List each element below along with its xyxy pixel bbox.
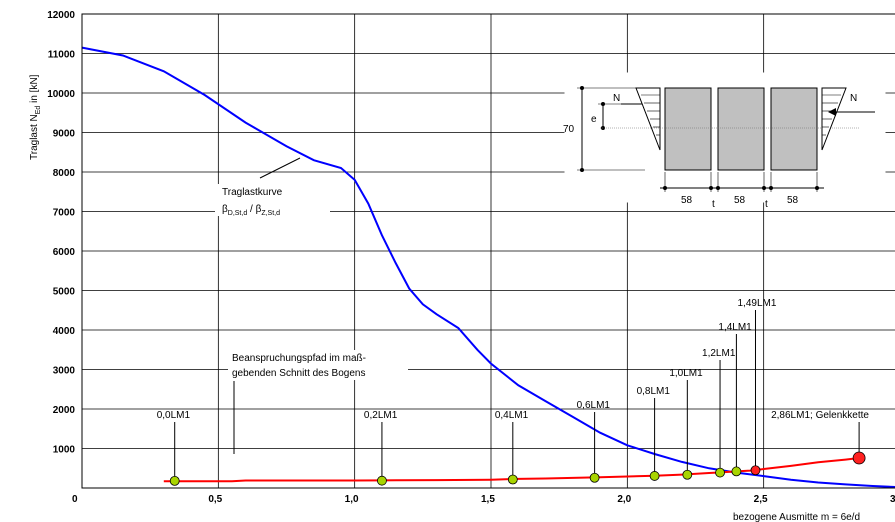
y-tick-label: 1000 [53, 445, 76, 456]
point-label: 0,2LM1 [364, 410, 398, 421]
y-tick-labels: 1000 2000 3000 4000 5000 6000 7000 8000 9000 1000… [47, 10, 75, 456]
point-label: 0,6LM1 [577, 400, 611, 411]
y-axis-title-suffix: in [kN] [29, 74, 40, 105]
y-tick-label: 11000 [48, 50, 76, 61]
beta-1: β [222, 204, 228, 215]
x-tick-label: 1,0 [345, 494, 359, 505]
y-axis-title-main: Traglast N [29, 114, 40, 160]
path-label-line-1: Beanspruchungspfad im maß- [232, 353, 366, 364]
y-tick-label: 2000 [53, 405, 76, 416]
point-label: 0,4LM1 [495, 410, 529, 421]
point-marker [507, 474, 518, 485]
point-label: 1,0LM1 [669, 368, 703, 379]
point-label: 1,2LM1 [702, 348, 736, 359]
x-tick-labels: 0 0,5 1,0 1,5 2,0 2,5 3,0 [72, 494, 895, 505]
curve-label-leader [259, 157, 301, 179]
x-tick-label: 0,5 [208, 494, 222, 505]
point-marker [682, 469, 693, 480]
beta-1-idx: D,St,d [228, 210, 248, 217]
x-tick-label: 1,5 [481, 494, 495, 505]
point-label: 0,8LM1 [637, 386, 671, 397]
inset-width-2: 58 [734, 195, 746, 206]
x-tick-label: 0 [72, 494, 78, 505]
inset-force-left-label: N [613, 93, 620, 104]
point-marker [377, 475, 387, 486]
x-tick-label: 2,0 [617, 494, 631, 505]
inset-block-3 [770, 87, 818, 171]
beta-2-idx: Z,St,d [261, 210, 280, 217]
point-marker [169, 475, 180, 486]
grid [82, 13, 895, 488]
curve-label: Traglastkurve [222, 187, 283, 198]
cross-section-inset: 70 e N N [563, 72, 886, 210]
inset-gap-2: t [765, 199, 768, 210]
inset-gap-1: t [712, 199, 715, 210]
y-tick-label: 3000 [53, 366, 76, 377]
y-axis-title: Traglast NEd in [kN] [29, 74, 42, 160]
point-marker [750, 465, 761, 476]
point-label: 1,4LM1 [718, 322, 752, 333]
inset-force-right-label: N [850, 93, 857, 104]
beta-sep: / [247, 204, 255, 215]
plot-frame [81, 13, 895, 489]
y-tick-label: 10000 [47, 89, 75, 100]
y-tick-label: 4000 [53, 326, 76, 337]
x-axis-title: bezogene Ausmitte m = 6e/d [733, 512, 860, 522]
point-marker [731, 466, 742, 477]
point-label: 2,86LM1; Gelenkkette [771, 410, 869, 421]
y-tick-label: 8000 [53, 168, 76, 179]
point-marker [589, 472, 600, 483]
point-marker [649, 471, 660, 481]
inset-ecc-label: e [591, 114, 597, 125]
inset-force-right-head [828, 108, 836, 116]
point-marker [852, 451, 866, 465]
inset-block-1 [664, 87, 712, 171]
path-label-line-2: gebenden Schnitt des Bogens [232, 368, 365, 379]
point-label: 0,0LM1 [157, 410, 191, 421]
inset-stress-left-hatch [641, 94, 660, 136]
y-tick-label: 6000 [53, 247, 76, 258]
y-tick-label: 5000 [53, 287, 76, 298]
beta-2: β [256, 204, 262, 215]
point-marker [715, 467, 725, 478]
load-points: 0,0LM1 0,2LM1 0,4LM1 0,6LM1 0,8LM1 1,0LM1 1,2L… [157, 298, 869, 486]
point-label: 1,49LM1 [737, 298, 776, 309]
y-tick-label: 9000 [53, 129, 76, 140]
y-tick-label: 12000 [47, 10, 75, 21]
curve-label-bg [215, 184, 330, 216]
inset-width-1: 58 [681, 195, 693, 206]
inset-height-label: 70 [563, 124, 575, 135]
inset-width-dots [663, 186, 819, 190]
inset-width-3: 58 [787, 195, 799, 206]
x-tick-label: 3,0 [890, 494, 895, 505]
series-beanspruchungspfad [163, 457, 860, 483]
path-label-bg [228, 350, 408, 380]
inset-block-2 [717, 87, 765, 171]
y-tick-label: 7000 [53, 208, 76, 219]
y-axis-title-sub: Ed [35, 106, 42, 115]
curve-label-betas: βD,St,d / βZ,St,d [222, 204, 280, 217]
x-tick-label: 2,5 [754, 494, 768, 505]
